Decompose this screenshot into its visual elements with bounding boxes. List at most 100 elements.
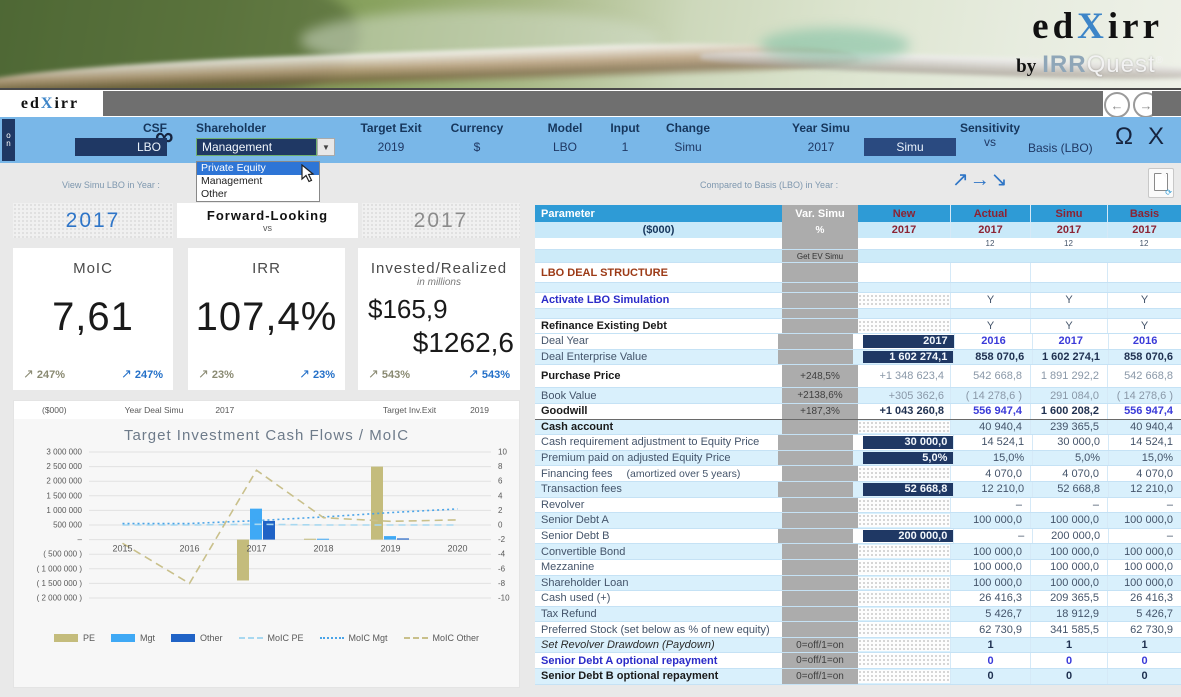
cell-new[interactable]: +305 362,6 [888, 389, 944, 402]
cell-simu[interactable]: 1 891 292,2 [1030, 365, 1107, 388]
cell-basis[interactable]: 100 000,0 [1107, 513, 1181, 528]
table-row[interactable]: Purchase Price +248,5% +1 348 623,4 542 668… [535, 365, 1181, 389]
cell-basis[interactable]: 556 947,4 [1107, 403, 1181, 419]
table-row[interactable]: Cash requirement adjustment to Equity Pr… [535, 435, 1181, 451]
cell-basis[interactable]: Y [1107, 293, 1181, 308]
row-label[interactable]: Senior Debt B [541, 530, 610, 543]
cell-basis[interactable]: – [1107, 497, 1181, 513]
cell-simu[interactable] [1030, 263, 1107, 282]
model-value[interactable]: LBO [552, 140, 577, 154]
simu-year-box[interactable]: 2017 [13, 203, 173, 238]
currency-value[interactable]: $ [473, 140, 481, 154]
cash-flow-chart[interactable]: 3 000 000 10 2 500 000 8 2 000 000 6 1 500 000… [14, 444, 519, 622]
omega-icon[interactable]: Ω [1115, 123, 1133, 150]
col-header-basis[interactable]: Basis [1107, 205, 1181, 222]
row-label[interactable]: Premium paid on adjusted Equity Price [541, 452, 731, 465]
table-row[interactable]: Cash used (+) 26 416,3 209 365,5 26 416,3 [535, 591, 1181, 607]
cell-actual[interactable] [950, 283, 1030, 292]
cell-new[interactable] [858, 576, 950, 590]
cell-actual[interactable]: 26 416,3 [950, 591, 1030, 606]
cell-new[interactable] [858, 263, 950, 282]
cell-actual[interactable]: 0 [950, 669, 1030, 684]
cell-simu[interactable]: 100 000,0 [1030, 575, 1107, 591]
cell-actual[interactable]: 100 000,0 [950, 559, 1030, 575]
cell-actual[interactable]: – [953, 528, 1032, 544]
row-label[interactable]: Senior Debt A [541, 514, 609, 527]
cell-simu[interactable]: 1 600 208,2 [1030, 403, 1107, 419]
cell-simu[interactable]: 291 084,0 [1030, 388, 1107, 403]
cell-actual[interactable]: ( 14 278,6 ) [950, 388, 1030, 403]
var-simu-header[interactable]: Var. Simu [782, 205, 858, 222]
cell-actual[interactable]: 2016 [953, 334, 1033, 349]
dropdown-option[interactable]: Management [201, 175, 263, 187]
back-arrow-icon[interactable]: ← [1104, 92, 1130, 118]
cell-basis[interactable]: 100 000,0 [1107, 575, 1181, 591]
cell-simu[interactable]: 18 912,9 [1030, 606, 1107, 622]
cell-basis[interactable]: 26 416,3 [1107, 591, 1181, 606]
row-label[interactable]: Cash used (+) [541, 592, 611, 605]
cell-basis[interactable]: 1 [1107, 637, 1181, 653]
cell-simu[interactable]: 239 365,5 [1030, 419, 1107, 435]
cell-new[interactable] [858, 654, 950, 668]
table-row[interactable]: Senior Debt A 100 000,0 100 000,0 100 000,0 [535, 513, 1181, 529]
table-row[interactable]: Preferred Stock (set below as % of new e… [535, 622, 1181, 638]
cell-basis[interactable]: 2016 [1108, 334, 1181, 349]
cell-new[interactable]: 200 000,0 [862, 529, 954, 543]
input-value[interactable]: 1 [621, 140, 629, 154]
cell-simu[interactable] [1030, 308, 1107, 318]
cell-new[interactable]: 2017 [862, 335, 954, 348]
table-row[interactable]: Deal Year 2017 2016 2017 2016 [535, 334, 1181, 350]
table-row[interactable]: Activate LBO Simulation Y Y Y [535, 293, 1181, 309]
cell-actual[interactable]: 12 210,0 [953, 481, 1032, 497]
cell-new[interactable]: 52 668,8 [862, 482, 954, 496]
cell-simu[interactable]: 1 [1030, 637, 1107, 653]
cell-basis[interactable]: – [1108, 528, 1181, 544]
cell-basis[interactable]: 0 [1107, 653, 1181, 669]
cell-simu[interactable]: 5,0% [1032, 450, 1108, 466]
table-row[interactable]: Tax Refund 5 426,7 18 912,9 5 426,7 [535, 606, 1181, 623]
cell-new[interactable] [858, 319, 950, 333]
cell-simu[interactable]: 209 365,5 [1030, 591, 1107, 606]
row-label[interactable]: Activate LBO Simulation [541, 294, 670, 307]
table-row[interactable]: Goodwill +187,3% +1 043 260,8 556 947,4 1 60… [535, 403, 1181, 420]
cell-basis[interactable]: 4 070,0 [1107, 466, 1181, 481]
cell-new[interactable] [858, 283, 950, 292]
table-row[interactable]: Book Value +2138,6% +305 362,6( 14 278,6 )… [535, 388, 1181, 404]
row-label[interactable]: Set Revolver Drawdown (Paydown) [541, 639, 715, 652]
cell-simu[interactable]: 4 070,0 [1030, 466, 1107, 481]
row-label[interactable]: Deal Year [541, 335, 589, 348]
cell-new[interactable]: +1 043 260,8 [879, 405, 944, 418]
cell-actual[interactable]: 100 000,0 [950, 544, 1030, 559]
cell-basis[interactable]: 0 [1107, 669, 1181, 684]
cell-actual[interactable]: 0 [950, 653, 1030, 669]
cell-new[interactable] [858, 638, 950, 652]
cell-actual[interactable]: 556 947,4 [950, 403, 1030, 419]
cell-new[interactable] [858, 420, 950, 434]
cell-new[interactable]: 1 602 274,1 [862, 350, 954, 364]
dropdown-option[interactable]: Private Equity [197, 162, 319, 175]
row-label[interactable]: Tax Refund [541, 607, 597, 620]
cell-simu[interactable]: 30 000,0 [1032, 435, 1108, 450]
cell-actual[interactable]: 40 940,4 [950, 419, 1030, 435]
table-row[interactable]: Financing fees (amortized over 5 years) 4 … [535, 466, 1181, 482]
cell-new[interactable] [858, 607, 950, 621]
table-row[interactable]: Cash account 40 940,4 239 365,5 40 940,4 [535, 419, 1181, 436]
cell-simu[interactable]: 0 [1030, 653, 1107, 669]
dropdown-option[interactable]: Other [201, 188, 228, 200]
table-row[interactable]: LBO DEAL STRUCTURE [535, 263, 1181, 283]
cell-actual[interactable] [950, 263, 1030, 282]
cell-new[interactable] [858, 498, 950, 512]
table-row[interactable]: Convertible Bond 100 000,0 100 000,0 100 00… [535, 544, 1181, 560]
cell-simu[interactable]: Y [1030, 293, 1107, 308]
cell-basis[interactable] [1107, 308, 1181, 318]
row-label[interactable]: LBO DEAL STRUCTURE [541, 266, 668, 279]
table-row[interactable] [535, 308, 1181, 319]
cell-simu[interactable]: 0 [1030, 669, 1107, 684]
row-label[interactable]: Goodwill [541, 405, 588, 418]
table-row[interactable]: Senior Debt A optional repayment 0=off/1=… [535, 653, 1181, 670]
cell-new[interactable] [858, 467, 950, 480]
cell-actual[interactable]: 1 [950, 637, 1030, 653]
row-label[interactable]: Preferred Stock (set below as % of new e… [541, 623, 770, 636]
row-label[interactable]: Revolver [541, 498, 585, 511]
